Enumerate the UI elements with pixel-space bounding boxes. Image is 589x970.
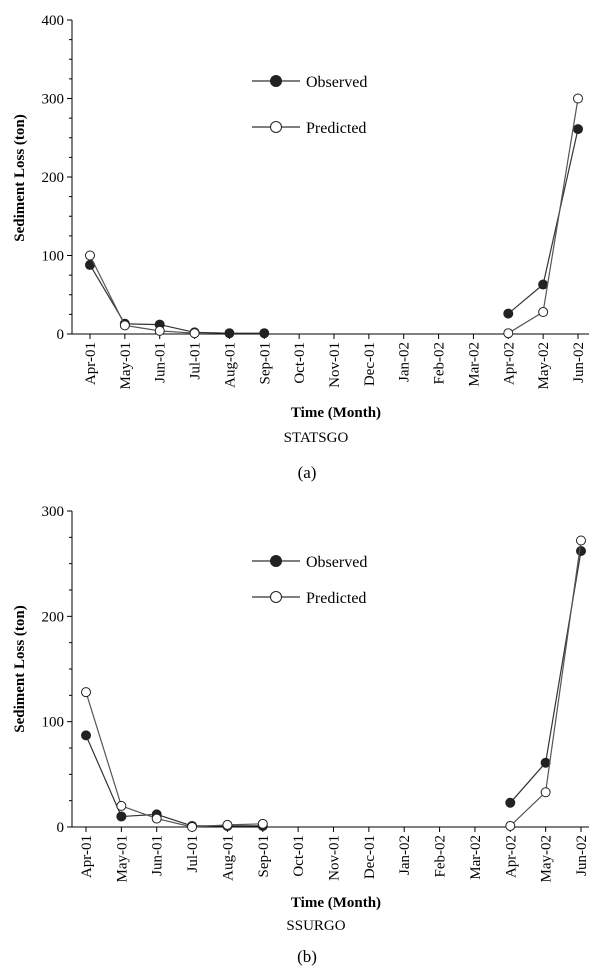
x-tick-label: Aug-01: [220, 835, 236, 881]
x-tick-label: Jun-01: [150, 835, 166, 876]
x-tick-label: Jun-02: [574, 835, 589, 876]
series-line-predicted: [507, 98, 579, 334]
data-point-observed: [259, 328, 270, 339]
data-point-observed: [573, 124, 583, 135]
panel-caption: (a): [298, 463, 317, 482]
x-tick-label: Apr-02: [503, 835, 519, 878]
legend-marker: [270, 75, 282, 87]
x-tick-label: Feb-02: [432, 342, 448, 385]
legend-label: Predicted: [306, 120, 366, 137]
x-tick-label: Oct-01: [291, 835, 307, 877]
y-tick-label: 300: [42, 92, 65, 108]
series-line-predicted: [89, 255, 195, 334]
y-tick-label: 100: [42, 715, 65, 731]
x-tick-label: Jan-02: [397, 835, 413, 875]
x-tick-label: Apr-02: [501, 342, 517, 385]
x-tick-label: Mar-02: [466, 342, 482, 387]
series-line-observed: [85, 735, 263, 827]
data-point-predicted: [538, 307, 549, 318]
data-point-predicted: [257, 818, 268, 829]
chart-panel-b: Sediment Loss (ton) Time (Month) SSURGO …: [12, 504, 589, 966]
series-line-predicted: [509, 540, 582, 827]
x-tick-label: Dec-01: [362, 342, 378, 386]
legend-marker: [270, 121, 282, 133]
x-tick-label: Jun-01: [153, 342, 169, 383]
y-tick-label: 400: [42, 13, 65, 29]
data-point-predicted: [576, 535, 586, 546]
data-point-predicted: [540, 787, 551, 798]
x-tick-label: May-01: [118, 342, 134, 390]
x-tick-label: May-02: [536, 342, 552, 390]
x-axis-title: Time (Month): [291, 405, 381, 421]
data-point-predicted: [222, 819, 233, 830]
x-tick-label: May-01: [114, 835, 130, 883]
y-tick-label: 100: [42, 249, 65, 265]
data-point-observed: [503, 308, 514, 319]
x-tick-label: Nov-01: [327, 342, 343, 388]
x-tick-label: Jun-02: [571, 342, 587, 383]
y-axis-title: Sediment Loss (ton): [12, 114, 28, 242]
data-point-predicted: [85, 250, 95, 261]
x-tick-label: Oct-01: [292, 342, 308, 384]
chart-subtitle: STATSGO: [284, 430, 349, 446]
data-point-predicted: [505, 820, 516, 831]
y-tick-label: 200: [42, 609, 65, 625]
x-tick-label: Nov-01: [327, 835, 343, 881]
series-line-observed: [89, 264, 265, 334]
y-tick-label: 0: [57, 820, 65, 836]
x-tick-label: Jul-01: [185, 835, 201, 873]
y-tick-label: 300: [42, 504, 65, 520]
x-tick-label: Sep-01: [256, 835, 272, 878]
data-point-predicted: [503, 328, 514, 339]
x-tick-label: Jul-01: [188, 342, 204, 380]
data-point-predicted: [187, 822, 198, 832]
data-point-observed: [576, 546, 586, 557]
panel-caption: (b): [297, 947, 317, 966]
legend-marker: [270, 555, 282, 567]
x-tick-label: Mar-02: [468, 835, 484, 880]
x-tick-label: Apr-01: [79, 835, 95, 878]
chart-panel-a: Sediment Loss (ton) Time (Month) STATSGO…: [12, 13, 589, 482]
data-point-observed: [224, 328, 235, 339]
data-point-predicted: [119, 320, 130, 331]
x-tick-label: May-02: [539, 835, 555, 883]
legend-marker: [270, 591, 282, 603]
data-point-predicted: [116, 800, 127, 811]
data-point-predicted: [189, 328, 200, 339]
y-axis-title: Sediment Loss (ton): [12, 605, 28, 733]
data-point-predicted: [573, 93, 583, 104]
data-point-observed: [116, 811, 127, 822]
data-point-observed: [538, 279, 549, 290]
x-tick-label: Jan-02: [397, 342, 413, 382]
legend-label: Observed: [306, 74, 367, 91]
x-tick-label: Dec-01: [362, 835, 378, 879]
x-tick-label: Sep-01: [257, 342, 273, 385]
series-line-predicted: [85, 692, 263, 828]
data-point-predicted: [81, 687, 91, 698]
data-point-predicted: [151, 813, 162, 824]
chart-subtitle: SSURGO: [286, 918, 345, 934]
legend-label: Observed: [306, 554, 367, 571]
x-tick-label: Feb-02: [433, 835, 449, 878]
x-axis-title: Time (Month): [291, 895, 381, 911]
data-point-observed: [505, 797, 516, 808]
legend-label: Predicted: [306, 590, 366, 607]
data-point-observed: [81, 730, 91, 741]
x-tick-label: Apr-01: [83, 342, 99, 385]
y-tick-label: 200: [42, 170, 65, 186]
data-point-predicted: [154, 325, 165, 336]
x-tick-label: Aug-01: [222, 342, 238, 388]
y-tick-label: 0: [57, 327, 65, 343]
